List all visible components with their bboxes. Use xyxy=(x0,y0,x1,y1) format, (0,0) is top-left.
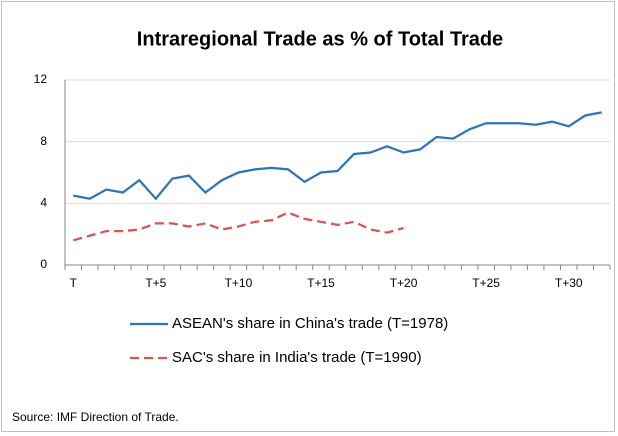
source-note: Source: IMF Direction of Trade. xyxy=(12,410,179,424)
data-line xyxy=(73,111,602,201)
y-tick-label: 8 xyxy=(40,134,47,148)
x-tick-label: T+5 xyxy=(145,276,166,290)
y-tick-label: 0 xyxy=(40,257,47,271)
x-tick-label: T+10 xyxy=(225,276,253,290)
chart-title: Intraregional Trade as % of Total Trade xyxy=(137,28,503,50)
legend-label: SAC's share in India's trade (T=1990) xyxy=(172,349,422,366)
x-tick-label: T+20 xyxy=(390,276,418,290)
x-tick-label: T xyxy=(70,276,78,290)
x-tick-label: T+25 xyxy=(472,276,500,290)
legend-label: ASEAN's share in China's trade (T=1978) xyxy=(172,315,448,332)
x-tick-label: T+15 xyxy=(307,276,335,290)
x-tick-label: T+30 xyxy=(555,276,583,290)
data-line xyxy=(72,211,404,242)
y-tick-label: 4 xyxy=(40,196,47,210)
y-tick-label: 12 xyxy=(34,72,48,86)
